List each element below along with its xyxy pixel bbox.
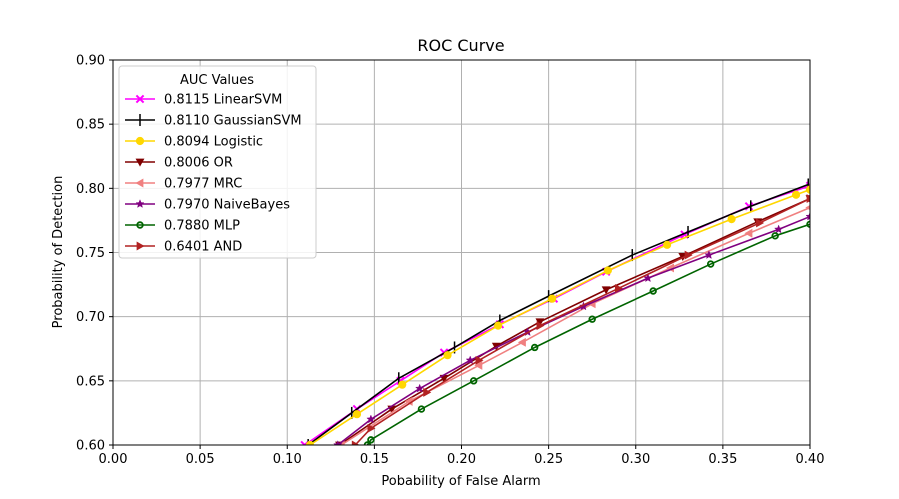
legend-label: 0.6401 AND xyxy=(164,240,242,255)
legend-label: 0.8094 Logistic xyxy=(164,135,263,150)
data-point xyxy=(684,250,693,260)
x-tick-label: 0.10 xyxy=(273,452,302,467)
data-point xyxy=(443,351,452,360)
data-point xyxy=(366,414,376,424)
data-point xyxy=(333,440,343,445)
series-line xyxy=(337,215,810,445)
data-point xyxy=(806,220,810,228)
x-tick-label: 0.25 xyxy=(534,452,563,467)
data-point xyxy=(536,321,545,331)
chart-title: ROC Curve xyxy=(417,36,504,55)
legend-title: AUC Values xyxy=(180,73,254,88)
data-point xyxy=(398,380,407,389)
data-point xyxy=(367,423,376,433)
y-axis-label: Probability of Detection xyxy=(51,176,66,329)
data-point xyxy=(351,440,360,445)
data-point xyxy=(352,410,362,419)
legend-entry: 0.8006 OR xyxy=(125,156,233,171)
data-point xyxy=(363,441,372,445)
data-point xyxy=(415,383,425,393)
x-tick-label: 0.15 xyxy=(360,452,389,467)
legend-label: 0.7970 NaiveBayes xyxy=(164,198,290,213)
legend-label: 0.8110 GaussianSVM xyxy=(164,114,302,129)
x-tick-label: 0.40 xyxy=(796,452,825,467)
data-point xyxy=(474,360,483,370)
data-point xyxy=(805,185,810,194)
data-point xyxy=(744,228,753,238)
data-point xyxy=(578,301,589,311)
series-lines xyxy=(300,178,810,445)
data-point xyxy=(465,355,475,365)
series-line xyxy=(366,223,810,445)
data-point xyxy=(614,283,623,293)
legend-label: 0.7977 MRC xyxy=(164,177,242,192)
y-tick-label: 0.65 xyxy=(76,374,105,389)
data-point xyxy=(649,287,657,295)
legend: AUC Values 0.8115 LinearSVM 0.8110 Gaussi… xyxy=(118,65,317,259)
x-tick-label: 0.30 xyxy=(621,452,650,467)
legend-marker xyxy=(135,158,145,167)
data-point xyxy=(548,294,557,303)
data-point xyxy=(756,218,765,228)
data-point xyxy=(601,286,611,295)
series-7 xyxy=(351,194,810,445)
data-point xyxy=(417,405,426,413)
data-point xyxy=(475,355,484,365)
y-tick-label: 0.90 xyxy=(76,54,105,69)
legend-entry: 0.8115 LinearSVM xyxy=(125,93,282,108)
y-tick-label: 0.80 xyxy=(76,182,105,197)
legend-marker xyxy=(135,136,145,146)
legend-label: 0.8115 LinearSVM xyxy=(164,93,282,108)
x-tick-label: 0.35 xyxy=(708,452,737,467)
data-point xyxy=(727,215,736,224)
legend-label: 0.7880 MLP xyxy=(164,219,240,234)
data-point xyxy=(791,190,801,199)
data-point xyxy=(773,224,784,234)
data-point xyxy=(643,273,653,283)
data-point xyxy=(588,315,596,323)
axis-ticks: 0.00 0.05 0.10 0.15 0.20 0.25 0.30 0.35 0.40 0.60… xyxy=(76,54,824,468)
series-6 xyxy=(363,220,810,445)
data-point xyxy=(469,377,478,385)
data-point xyxy=(663,240,672,249)
x-axis-label: Pobability of False Alarm xyxy=(381,474,540,489)
legend-entry: 0.8110 GaussianSVM xyxy=(125,114,302,129)
legend-box xyxy=(118,65,317,259)
legend-entry: 0.7970 NaiveBayes xyxy=(125,198,290,213)
legend-marker xyxy=(136,241,145,251)
data-point xyxy=(706,260,715,268)
legend-entry: 0.6401 AND xyxy=(125,240,242,255)
data-point xyxy=(771,232,779,240)
legend-entry: 0.8094 Logistic xyxy=(125,135,263,150)
legend-marker xyxy=(135,199,145,208)
data-point xyxy=(367,436,375,444)
data-point xyxy=(423,387,432,397)
x-tick-label: 0.00 xyxy=(99,452,128,467)
legend-marker xyxy=(135,178,144,188)
y-tick-label: 0.60 xyxy=(76,439,105,454)
data-point xyxy=(806,194,810,204)
x-tick-label: 0.05 xyxy=(186,452,215,467)
data-point xyxy=(493,321,503,330)
y-tick-label: 0.70 xyxy=(76,310,105,325)
y-tick-label: 0.75 xyxy=(76,246,105,261)
data-point xyxy=(517,337,526,347)
data-point xyxy=(530,343,539,352)
series-1 xyxy=(307,178,810,445)
legend-label: 0.8006 OR xyxy=(164,156,233,171)
series-5 xyxy=(333,211,810,445)
data-point xyxy=(704,250,714,260)
legend-marker xyxy=(135,94,145,104)
y-tick-label: 0.85 xyxy=(76,118,105,133)
x-tick-label: 0.20 xyxy=(447,452,476,467)
legend-entry: 0.7977 MRC xyxy=(125,177,242,192)
data-point xyxy=(603,266,612,275)
data-point xyxy=(805,211,810,221)
legend-marker xyxy=(136,221,144,229)
legend-entry: 0.7880 MLP xyxy=(125,219,240,234)
series-line xyxy=(307,183,809,445)
